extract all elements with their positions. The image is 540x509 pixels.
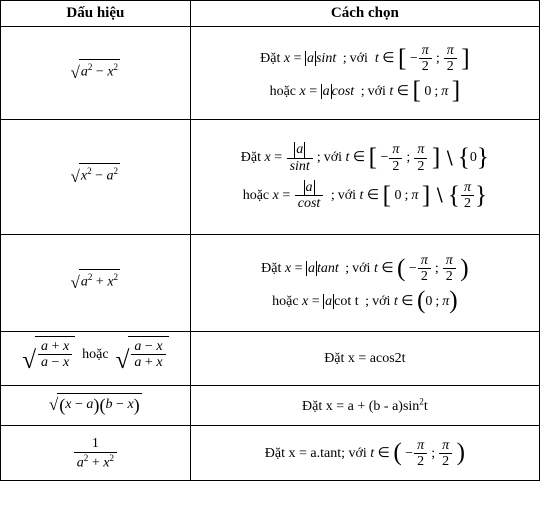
table-row: a + xa − x hoặc a − xa + x Đặt x = acos2…: [1, 332, 540, 386]
choice-text: Đặt x = acos2t: [324, 351, 405, 366]
choice-cell: Đặt x = atant ;với t ∈ ( −π2;π2 ) hoặc x…: [190, 235, 539, 332]
choice-cell: Đặt x = asint;với t ∈ [ −π2;π2 ]∖{0} hoặ…: [190, 120, 539, 235]
table-row: 1a2 + x2 Đặt x = a.tant; với t ∈ ( −π2;π…: [1, 426, 540, 481]
sqrt-icon: a + xa − x: [22, 336, 75, 381]
sqrt-icon: a2 + x2: [71, 269, 120, 297]
formula-line: Đặt x = asint;với t ∈ [ −π2;π2 ]∖{0}: [193, 142, 537, 174]
table-row: (x − a)(b − x) Đặt x = a + (b - a)sin2t: [1, 386, 540, 426]
table-row: a2 − x2 Đặt x = asint ;với t ∈ [ −π2;π2 …: [1, 27, 540, 120]
or-label: hoặc: [82, 347, 108, 362]
sign-cell: a2 + x2: [1, 235, 191, 332]
choice-text: Đặt x = a + (b - a)sin2t: [302, 399, 428, 414]
sqrt-icon: x2 − a2: [71, 163, 120, 191]
header-col2: Cách chọn: [190, 1, 539, 27]
formula-line: Đặt x = asint ;với t ∈ [ −π2;π2 ]: [193, 43, 537, 75]
sqrt-icon: (x − a)(b − x): [49, 392, 142, 419]
substitution-table: Dấu hiệu Cách chọn a2 − x2 Đặt x = asint…: [0, 0, 540, 481]
header-row: Dấu hiệu Cách chọn: [1, 1, 540, 27]
table-row: a2 + x2 Đặt x = atant ;với t ∈ ( −π2;π2 …: [1, 235, 540, 332]
choice-cell: Đặt x = a.tant; với t ∈ ( −π2;π2 ): [190, 426, 539, 481]
header-col1: Dấu hiệu: [1, 1, 191, 27]
choice-cell: Đặt x = acos2t: [190, 332, 539, 386]
table-row: x2 − a2 Đặt x = asint;với t ∈ [ −π2;π2 ]…: [1, 120, 540, 235]
formula-line: Đặt x = atant ;với t ∈ ( −π2;π2 ): [193, 253, 537, 285]
sqrt-icon: a2 − x2: [71, 59, 120, 87]
sign-cell: 1a2 + x2: [1, 426, 191, 481]
fraction: 1a2 + x2: [74, 436, 117, 470]
choice-text: Đặt x = a.tant; với: [265, 446, 367, 461]
choice-cell: Đặt x = asint ;với t ∈ [ −π2;π2 ] hoặc x…: [190, 27, 539, 120]
sign-cell: (x − a)(b − x): [1, 386, 191, 426]
formula-line: hoặc x = acot t ;với t ∈ (0;π): [193, 291, 537, 313]
sqrt-icon: a − xa + x: [116, 336, 169, 381]
sign-cell: a2 − x2: [1, 27, 191, 120]
choice-cell: Đặt x = a + (b - a)sin2t: [190, 386, 539, 426]
formula-line: hoặc x = acost ;với t ∈ [ 0;π ]: [193, 81, 537, 103]
sign-cell: a + xa − x hoặc a − xa + x: [1, 332, 191, 386]
sign-cell: x2 − a2: [1, 120, 191, 235]
formula-line: hoặc x = acost ;với t ∈ [ 0;π ]∖{π2}: [193, 180, 537, 212]
